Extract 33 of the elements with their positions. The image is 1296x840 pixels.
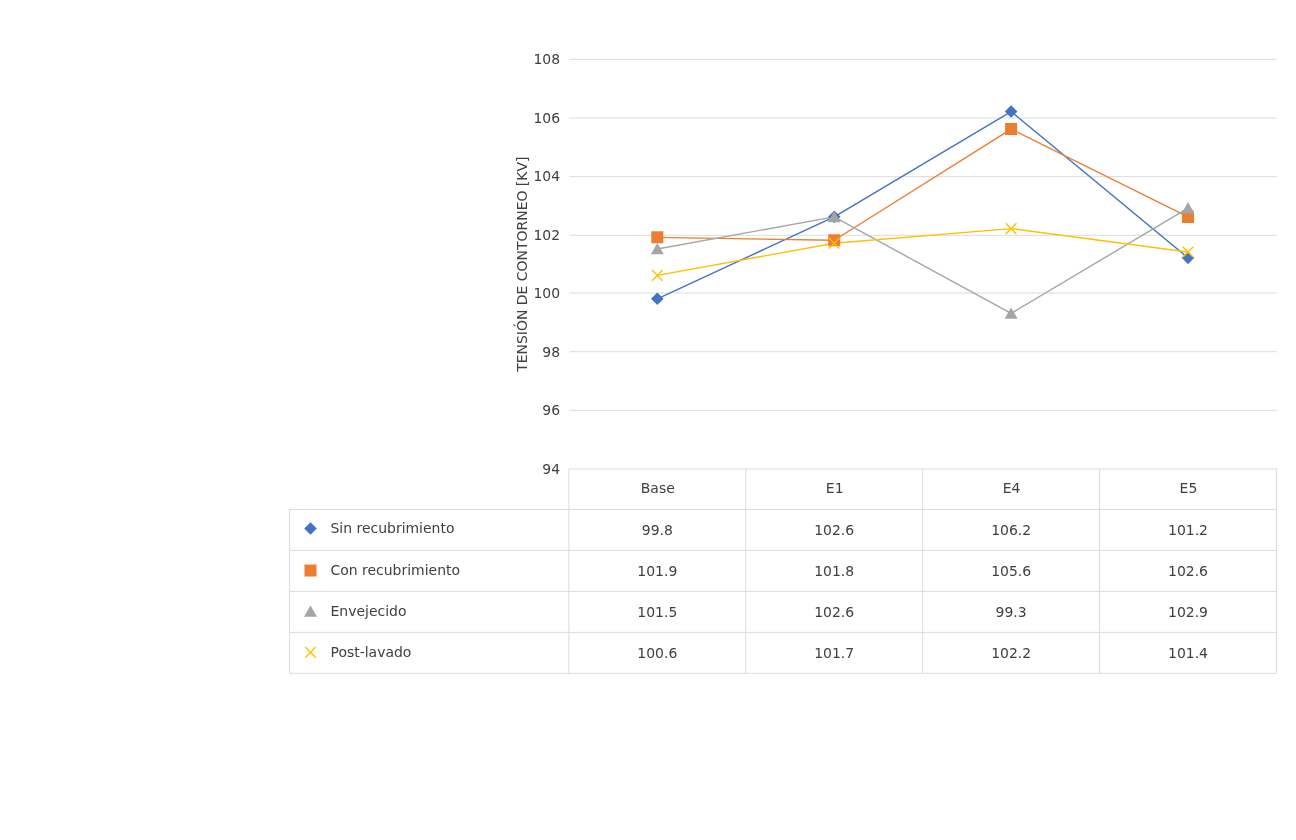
- y-tick-label: 100: [533, 285, 561, 302]
- x-tick-label: E1: [825, 480, 844, 497]
- data-label: 102.2: [991, 644, 1032, 661]
- data-label: 102.6: [814, 521, 855, 538]
- data-label: 99.8: [641, 521, 673, 538]
- legend-label: Con recubrimiento: [330, 562, 460, 579]
- data-label: 101.4: [1168, 644, 1209, 661]
- y-tick-label: 94: [542, 460, 561, 477]
- data-label: 106.2: [991, 521, 1032, 538]
- data-label: 102.6: [814, 603, 855, 620]
- x-tick-label: E4: [1002, 480, 1021, 497]
- data-label: 105.6: [991, 562, 1032, 579]
- legend-label: Sin recubrimiento: [330, 520, 455, 537]
- data-label: 101.9: [637, 562, 678, 579]
- data-label: 99.3: [995, 603, 1027, 620]
- data-label: 102.6: [1168, 562, 1208, 579]
- legend-label: Post-lavado: [330, 644, 412, 661]
- data-label: 102.9: [1168, 603, 1208, 620]
- y-tick-label: 102: [533, 226, 561, 243]
- y-tick-label: 106: [533, 109, 561, 126]
- y-tick-label: 108: [533, 50, 561, 67]
- data-label: 100.6: [637, 644, 678, 661]
- x-tick-label: Base: [640, 480, 675, 497]
- y-tick-label: 96: [542, 402, 561, 419]
- data-label: 101.7: [814, 644, 855, 661]
- data-label: 101.8: [814, 562, 855, 579]
- x-tick-label: E5: [1179, 480, 1198, 497]
- y-tick-label: 104: [533, 168, 561, 185]
- data-label: 101.5: [637, 603, 678, 620]
- y-tick-label: 98: [542, 343, 561, 360]
- data-label: 101.2: [1168, 521, 1208, 538]
- y-axis-title: TENSIÓN DE CONTORNEO [KV]: [512, 156, 530, 373]
- legend-label: Envejecido: [330, 603, 407, 620]
